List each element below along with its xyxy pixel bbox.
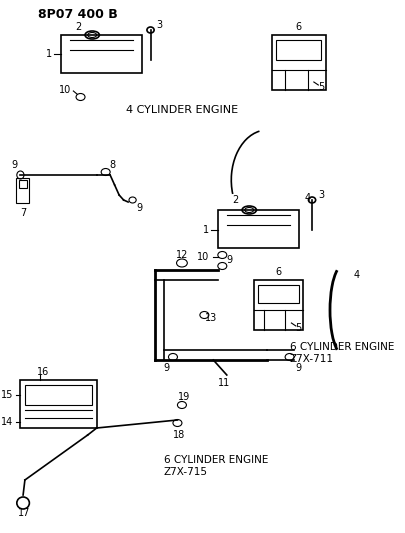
Text: 12: 12 xyxy=(176,250,188,260)
Text: 4: 4 xyxy=(305,193,311,203)
Bar xyxy=(19,180,27,188)
Text: 6: 6 xyxy=(296,22,302,32)
Text: 10: 10 xyxy=(196,252,209,262)
Bar xyxy=(61,35,142,73)
Bar xyxy=(25,385,92,405)
Text: 16: 16 xyxy=(37,367,49,377)
Bar xyxy=(254,280,303,330)
Text: 3: 3 xyxy=(318,190,324,200)
Text: 1: 1 xyxy=(46,49,52,59)
Text: 7: 7 xyxy=(20,208,26,218)
Text: 13: 13 xyxy=(205,313,217,323)
Bar xyxy=(276,40,321,60)
Text: 17: 17 xyxy=(18,508,30,518)
Text: 10: 10 xyxy=(59,85,72,95)
Text: 2: 2 xyxy=(76,22,82,32)
Text: 9: 9 xyxy=(137,203,143,213)
Text: 6: 6 xyxy=(275,267,281,277)
Text: 6 CYLINDER ENGINE
Z7X-715: 6 CYLINDER ENGINE Z7X-715 xyxy=(164,455,269,477)
Text: 18: 18 xyxy=(173,430,185,440)
Bar xyxy=(218,210,298,248)
Bar xyxy=(258,285,298,303)
Text: 6 CYLINDER ENGINE
Z7X-711: 6 CYLINDER ENGINE Z7X-711 xyxy=(290,342,394,364)
Text: 4: 4 xyxy=(354,270,360,280)
Bar xyxy=(16,178,30,203)
Text: 4 CYLINDER ENGINE: 4 CYLINDER ENGINE xyxy=(126,105,238,115)
Text: 3: 3 xyxy=(156,20,162,30)
Text: 19: 19 xyxy=(178,392,190,402)
Text: 8P07 400 B: 8P07 400 B xyxy=(38,7,118,20)
Text: 15: 15 xyxy=(1,390,13,400)
Text: 9: 9 xyxy=(296,363,302,373)
Text: 9: 9 xyxy=(11,160,17,170)
Text: 1: 1 xyxy=(203,225,209,235)
Text: 2: 2 xyxy=(232,195,239,205)
Text: 11: 11 xyxy=(218,378,230,388)
Text: 5: 5 xyxy=(318,82,324,92)
Text: 9: 9 xyxy=(226,255,232,265)
Text: 9: 9 xyxy=(164,363,170,373)
Text: 5: 5 xyxy=(296,323,302,333)
Bar xyxy=(20,380,97,428)
Text: 14: 14 xyxy=(1,417,13,427)
Text: 8: 8 xyxy=(110,160,116,170)
Bar xyxy=(272,35,326,90)
